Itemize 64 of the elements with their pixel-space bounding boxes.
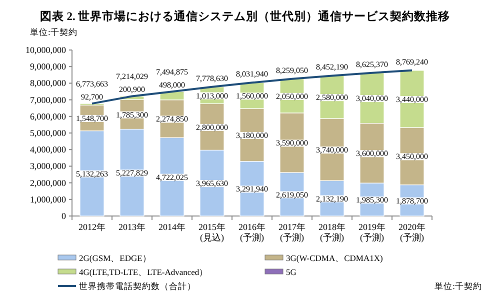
data-label: 2,800,000 [196,122,228,132]
x-tick-label: 2019年 (予測) [358,222,386,242]
x-tick-label: 2012年 [78,222,106,232]
data-label: 3,740,000 [316,146,348,155]
legend-label: 2G(GSM、EDGE） [79,253,152,263]
x-tick-label: 2016年 (予測) [238,222,266,242]
legend-label: 3G(W-CDMA、CDMA1X) [286,253,383,263]
data-label: 3,180,000 [236,130,268,140]
x-tick-label: 2020年 (予測) [398,222,426,242]
data-label: 8,452,190 [316,62,348,72]
y-tick-label: 6,000,000 [30,111,66,122]
data-label: 3,450,000 [396,152,428,162]
x-tick-label: 2014年 [158,222,186,232]
text: 単位:千契約 [434,281,482,291]
data-label: 1,560,000 [236,92,268,101]
data-label: 8,625,370 [356,60,388,69]
data-label: 1,785,300 [116,110,148,120]
x-tick-label: 2013年 [118,222,146,232]
data-label: 5,227,829 [116,168,148,178]
x-tick-label: 2017年 (予測) [278,222,306,242]
data-label: 1,985,300 [356,196,388,205]
data-label: 2,050,000 [276,92,308,101]
legend-label: 5G [286,267,296,277]
y-tick-label: 3,000,000 [30,161,66,172]
data-label: 2,619,050 [276,190,308,200]
data-label: 8,031,940 [236,70,268,79]
x-tick-label: 2018年 (予測) [318,222,346,242]
data-label: 3,040,000 [356,94,388,104]
data-label: 5,132,263 [76,169,108,178]
data-label: 3,965,630 [196,179,228,188]
data-label: 7,494,875 [156,68,188,77]
data-label: 3,600,000 [356,149,388,158]
data-label: 2,132,190 [316,194,348,204]
y-tick-label: 1,000,000 [30,194,66,204]
data-label: 6,773,663 [76,80,108,89]
data-label: 3,291,940 [236,184,268,194]
data-label: 1,878,700 [396,196,428,206]
data-label: 200,900 [119,85,145,94]
ylabel: 単位:千契約 [30,27,78,37]
data-label: 2,274,850 [156,114,188,124]
legend-label: 世界携帯電話契約数（合計） [79,281,196,291]
data-label: 7,778,630 [196,74,228,83]
data-label: 3,440,000 [396,94,428,104]
y-tick-label: 8,000,000 [30,78,66,88]
data-label: 2,580,000 [316,93,348,102]
data-label: 8,259,050 [276,66,308,75]
y-tick-label: 2,000,000 [30,178,66,188]
data-label: 1,013,000 [196,91,228,100]
data-label: 498,000 [159,80,185,90]
y-tick-label: 4,000,000 [30,144,66,155]
y-tick-label: 10,000,000 [26,45,66,55]
data-label: 92,700 [81,92,103,102]
data-label: 8,769,240 [396,57,428,66]
data-label: 4,722,025 [156,172,188,182]
data-label: 3,590,000 [276,138,308,148]
y-tick-label: 9,000,000 [30,62,66,72]
y-tick-label: 0 [62,211,66,221]
y-tick-label: 5,000,000 [30,128,66,138]
title: 図表 2. 世界市場における通信システム別（世代別）通信サービス契約数推移 [40,11,450,23]
data-label: 7,214,029 [116,72,148,82]
legend-label: 4G(LTE,TD-LTE、LTE-Advanced） [79,267,208,277]
y-tick-label: 7,000,000 [30,94,66,105]
data-label: 1,548,700 [76,114,108,123]
x-tick-label: 2015年 (見込) [198,222,226,242]
